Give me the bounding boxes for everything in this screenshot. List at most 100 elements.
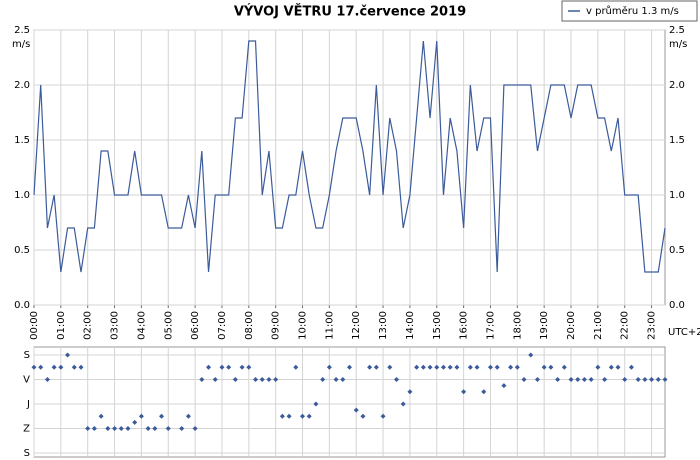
direction-point bbox=[521, 377, 527, 382]
direction-point bbox=[541, 364, 547, 370]
direction-point bbox=[58, 364, 64, 370]
x-tick-label: 22:00 bbox=[620, 311, 631, 340]
direction-point bbox=[340, 377, 346, 382]
direction-point bbox=[622, 377, 628, 382]
direction-point bbox=[212, 377, 218, 382]
x-tick-label: 01:00 bbox=[56, 311, 67, 340]
y-tick-label: 0.5 bbox=[14, 245, 30, 256]
y-tick-label: 2.0 bbox=[14, 80, 30, 91]
x-tick-label: 03:00 bbox=[110, 311, 121, 340]
direction-point bbox=[575, 377, 581, 382]
y-tick-label-right: 0.0 bbox=[669, 300, 685, 311]
direction-point bbox=[568, 377, 574, 382]
direction-point bbox=[474, 364, 480, 370]
direction-point bbox=[534, 377, 540, 382]
x-tick-label: 02:00 bbox=[83, 311, 94, 340]
direction-point bbox=[642, 377, 648, 382]
direction-point bbox=[420, 364, 426, 370]
x-tick-label: 19:00 bbox=[539, 311, 550, 340]
y-tick-label-right: 0.5 bbox=[669, 245, 685, 256]
y-tick-label: S bbox=[24, 448, 30, 459]
direction-point bbox=[467, 364, 473, 370]
direction-point bbox=[635, 377, 641, 382]
direction-point bbox=[380, 413, 386, 419]
x-tick-label: 21:00 bbox=[593, 311, 604, 340]
direction-point bbox=[206, 364, 212, 370]
direction-point bbox=[494, 364, 500, 370]
direction-point bbox=[501, 383, 507, 389]
direction-point bbox=[165, 426, 171, 431]
direction-point bbox=[615, 364, 621, 370]
direction-point bbox=[44, 377, 50, 382]
direction-point bbox=[367, 364, 373, 370]
direction-point bbox=[440, 364, 446, 370]
x-tick-label: 18:00 bbox=[512, 311, 523, 340]
direction-point bbox=[219, 364, 225, 370]
direction-point bbox=[112, 426, 118, 431]
direction-point bbox=[414, 364, 420, 370]
direction-point bbox=[427, 364, 433, 370]
direction-point bbox=[253, 377, 259, 382]
direction-point bbox=[273, 377, 279, 382]
direction-plot-area bbox=[33, 346, 666, 458]
direction-point bbox=[434, 364, 440, 370]
direction-point bbox=[400, 401, 406, 407]
x-tick-label: 16:00 bbox=[459, 311, 470, 340]
x-unit: UTC+2 bbox=[668, 327, 700, 338]
direction-point bbox=[266, 377, 272, 382]
y-tick-label: 0.0 bbox=[14, 300, 30, 311]
y-tick-label-right: 1.0 bbox=[669, 190, 685, 201]
direction-point bbox=[300, 413, 306, 419]
direction-point bbox=[662, 377, 668, 382]
x-tick-label: 04:00 bbox=[136, 311, 147, 340]
direction-point bbox=[561, 364, 567, 370]
direction-point bbox=[78, 364, 84, 370]
direction-point bbox=[179, 426, 185, 431]
direction-point bbox=[628, 364, 634, 370]
y-tick-label: J bbox=[26, 399, 30, 410]
x-tick-label: 11:00 bbox=[324, 311, 335, 340]
direction-point bbox=[246, 364, 252, 370]
direction-point bbox=[159, 413, 165, 419]
direction-point bbox=[313, 401, 319, 407]
direction-point bbox=[306, 413, 312, 419]
direction-point bbox=[65, 352, 71, 358]
direction-point bbox=[447, 364, 453, 370]
x-tick-label: 08:00 bbox=[244, 311, 255, 340]
direction-point bbox=[555, 377, 561, 382]
direction-point bbox=[320, 377, 326, 382]
direction-point bbox=[326, 364, 332, 370]
direction-point bbox=[118, 426, 124, 431]
x-tick-label: 05:00 bbox=[163, 311, 174, 340]
direction-point bbox=[51, 364, 57, 370]
direction-point bbox=[98, 413, 104, 419]
direction-point bbox=[192, 426, 198, 431]
direction-point bbox=[286, 413, 292, 419]
direction-point bbox=[125, 426, 131, 431]
direction-point bbox=[259, 377, 265, 382]
y-tick-label-right: 2.0 bbox=[669, 80, 685, 91]
direction-point bbox=[387, 364, 393, 370]
x-tick-label: 07:00 bbox=[217, 311, 228, 340]
y-tick-label: S bbox=[24, 350, 30, 361]
direction-point bbox=[333, 377, 339, 382]
direction-point bbox=[145, 426, 151, 431]
y-unit: m/s bbox=[12, 39, 30, 50]
direction-point bbox=[508, 364, 514, 370]
direction-point bbox=[528, 352, 534, 358]
direction-point bbox=[239, 364, 245, 370]
x-tick-label: 09:00 bbox=[271, 311, 282, 340]
direction-point bbox=[279, 413, 285, 419]
direction-point bbox=[360, 413, 366, 419]
x-tick-label: 10:00 bbox=[298, 311, 309, 340]
direction-point bbox=[655, 377, 661, 382]
direction-point bbox=[461, 389, 467, 395]
direction-point bbox=[393, 377, 399, 382]
direction-point bbox=[91, 426, 97, 431]
legend-box bbox=[561, 0, 698, 22]
direction-point bbox=[132, 419, 138, 425]
x-tick-label: 20:00 bbox=[566, 311, 577, 340]
direction-point bbox=[602, 377, 608, 382]
legend-label: v průměru 1.3 m/s bbox=[586, 5, 679, 17]
direction-point bbox=[199, 377, 205, 382]
